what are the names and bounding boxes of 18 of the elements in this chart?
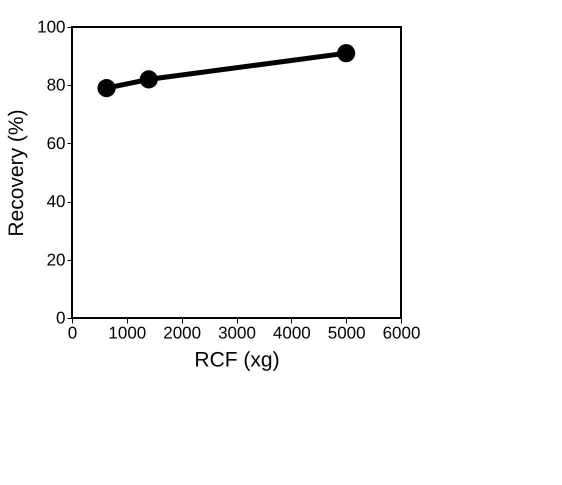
- x-tick-label: 3000: [218, 324, 256, 342]
- y-tick-label: 80: [46, 76, 66, 95]
- x-tick-label: 2000: [163, 324, 202, 342]
- x-axis-title: RCF (xg): [194, 348, 280, 372]
- x-tick-label: 6000: [382, 324, 420, 342]
- point: [140, 70, 158, 88]
- x-tick-label: 0: [68, 324, 78, 342]
- x-tick-label: 5000: [328, 324, 366, 342]
- x-tick-label: 1000: [108, 324, 146, 342]
- y-tick-label: 100: [37, 18, 66, 36]
- y-tick-label: 0: [56, 308, 66, 328]
- y-tick-label: 60: [46, 134, 66, 153]
- y-tick-label: 20: [46, 250, 66, 270]
- y-tick-label: 40: [46, 192, 66, 212]
- point: [337, 44, 356, 62]
- y-axis-title: Recovery (%): [5, 109, 28, 237]
- point: [97, 79, 116, 98]
- x-tick-label: 4000: [272, 324, 311, 342]
